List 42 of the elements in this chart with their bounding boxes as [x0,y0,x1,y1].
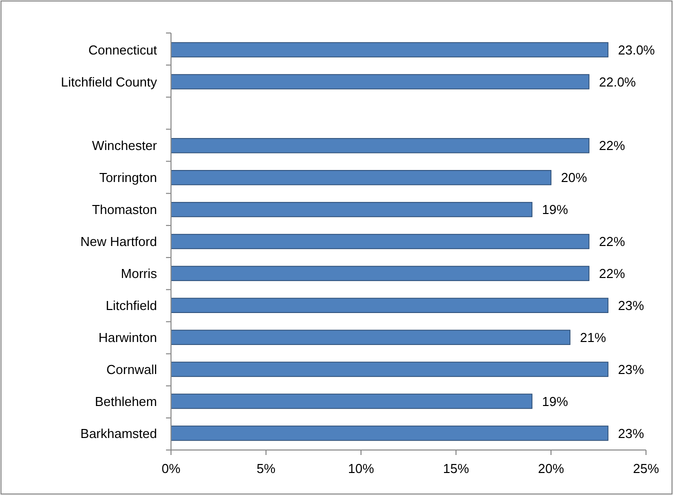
y-tick-label: Torrington [99,170,157,186]
y-tick-label: Bethlehem [94,394,157,409]
x-tick-label: 5% [256,461,276,476]
bar [170,362,608,377]
data-label: 21% [580,330,606,345]
bar [170,330,570,345]
y-tick-label: Harwinton [98,330,157,345]
data-label: 23% [618,298,644,313]
data-label: 19% [542,202,568,218]
data-label: 22% [599,266,626,282]
y-tick-label: Barkhamsted [80,426,157,441]
bar [170,394,532,409]
x-tick-label: 20% [538,461,564,476]
data-label: 23% [618,426,644,441]
y-tick-label: Winchester [92,138,158,154]
bar [170,202,532,218]
data-label: 22% [599,234,626,250]
x-tick-label: 0% [162,461,181,476]
data-label: 23.0% [618,42,656,58]
y-tick-label: Connecticut [88,42,158,58]
data-label: 23% [618,362,644,377]
bar [170,266,590,282]
bar [170,234,590,250]
bar [170,298,608,313]
bar [170,426,608,441]
x-tick-label: 10% [348,461,374,476]
x-tick-label: 15% [442,461,470,476]
y-tick-label: Thomaston [92,202,157,218]
data-label: 19% [542,394,568,409]
data-label: 22% [599,138,626,154]
y-tick-label: Cornwall [106,362,158,377]
bar [170,170,552,186]
y-tick-label: Litchfield [106,298,157,313]
data-label: 22.0% [599,74,636,90]
data-label: 20% [561,170,588,186]
y-tick-label: Litchfield County [60,74,158,90]
bar [170,74,590,90]
x-tick-label: 25% [632,461,660,476]
bar [170,138,590,154]
y-tick-label: New Hartford [80,234,157,250]
y-tick-label: Morris [120,266,158,282]
bar [170,42,608,58]
